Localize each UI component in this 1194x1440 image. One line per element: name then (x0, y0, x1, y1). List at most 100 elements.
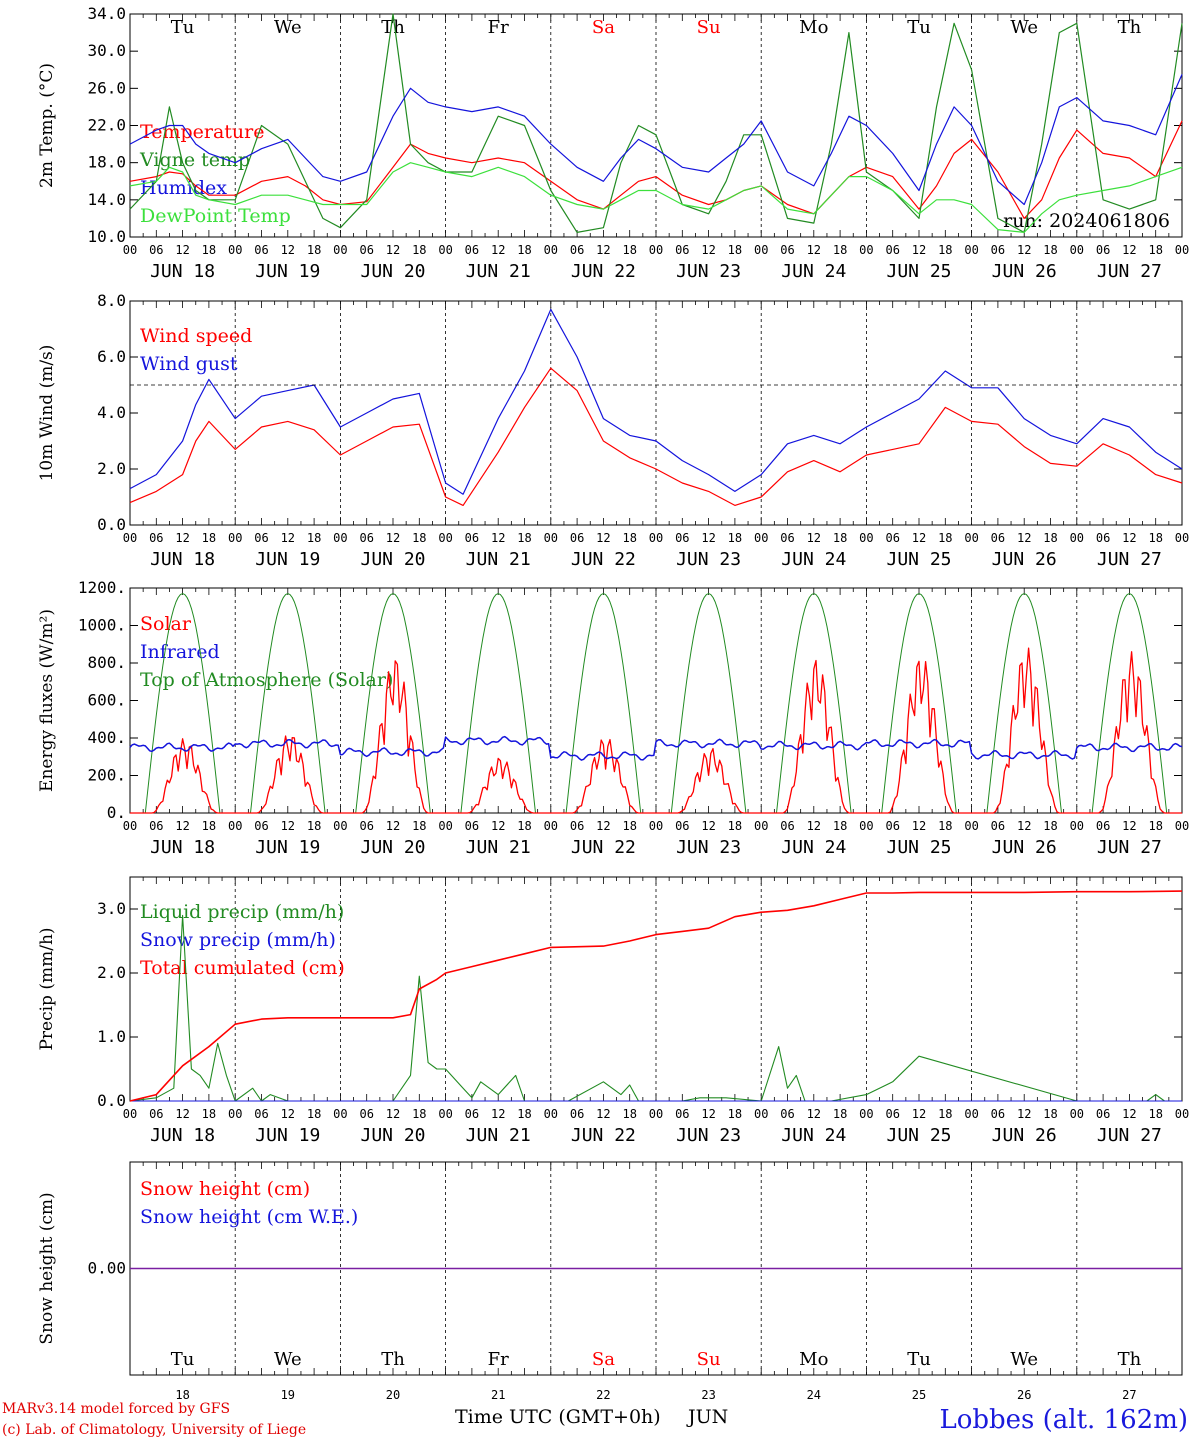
hour-tick-label: 06 (570, 819, 584, 833)
legend-entry: Total cumulated (cm) (140, 957, 345, 979)
hour-tick-label: 12 (175, 1107, 189, 1121)
weekday-label: We (1010, 17, 1038, 38)
hour-tick-label: 12 (912, 243, 926, 257)
hour-tick-label: 00 (438, 243, 452, 257)
hour-tick-label: 18 (202, 819, 216, 833)
y-tick-label: 4.0 (97, 403, 126, 422)
hour-tick-label: 06 (991, 1107, 1005, 1121)
hour-tick-label: 12 (386, 531, 400, 545)
panel-1: 00 06 12 18 00 06 12 18 00 06 12 18 00 06 12 18 00 06 12 18… (37, 291, 1189, 570)
date-label: JUN 27 (1097, 837, 1162, 858)
hour-tick-label: 12 (912, 819, 926, 833)
weekday-label: We (274, 17, 302, 38)
y-axis-label: Precip (mm/h) (37, 927, 57, 1050)
hour-tick-label: 06 (149, 531, 163, 545)
hour-tick-label: 12 (1017, 243, 1031, 257)
hour-tick-label: 00 (1070, 1107, 1084, 1121)
date-label: JUN 19 (255, 549, 320, 570)
y-tick-label: 3.0 (97, 899, 126, 918)
panel-2: 00 06 12 18 00 06 12 18 00 06 12 18 00 06 12 18 00 06 12 18… (37, 578, 1189, 858)
date-label: JUN 22 (571, 837, 636, 858)
hour-tick-label: 06 (359, 531, 373, 545)
date-label: JUN 25 (886, 549, 951, 570)
hour-tick-label: 18 (622, 243, 636, 257)
panel-4: 0.00 Snow height (cm) Snow height (cm) Snow… (37, 1161, 1183, 1402)
hour-tick-label: 00 (859, 243, 873, 257)
hour-tick-label: 12 (1017, 1107, 1031, 1121)
hour-tick-label: 00 (1175, 531, 1189, 545)
lab-credit: (c) Lab. of Climatology, University of L… (2, 1422, 306, 1438)
hour-tick-label: 18 (833, 1107, 847, 1121)
date-label: JUN 26 (992, 837, 1057, 858)
hour-tick-label: 12 (596, 819, 610, 833)
weekday-label: Tu (171, 1349, 195, 1370)
legend-entry: Temperature (140, 121, 264, 143)
date-label: JUN 18 (150, 837, 215, 858)
date-label: JUN 26 (992, 261, 1057, 282)
hour-tick-label: 12 (1122, 531, 1136, 545)
hour-tick-label: 06 (991, 531, 1005, 545)
y-tick-label: 0.0 (97, 515, 126, 534)
weekday-label: Th (381, 17, 405, 38)
day-number-label: 18 (175, 1388, 189, 1402)
y-tick-label: 0.00 (87, 1259, 126, 1278)
hour-tick-label: 00 (754, 531, 768, 545)
date-label: JUN 24 (781, 549, 846, 570)
hour-tick-label: 00 (1175, 243, 1189, 257)
hour-tick-label: 18 (622, 819, 636, 833)
hour-tick-label: 06 (991, 819, 1005, 833)
hour-tick-label: 00 (964, 1107, 978, 1121)
hour-tick-label: 06 (254, 1107, 268, 1121)
series-line-temperature (129, 120, 1183, 219)
hour-tick-label: 00 (333, 1107, 347, 1121)
legend-entry: Solar (140, 613, 192, 635)
hour-tick-label: 06 (780, 243, 794, 257)
hour-tick-label: 18 (517, 243, 531, 257)
legend-entry: Wind speed (140, 325, 252, 347)
hour-tick-label: 18 (307, 243, 321, 257)
hour-tick-label: 00 (438, 819, 452, 833)
run-annotation: run: 2024061806 (1003, 210, 1170, 232)
hour-tick-label: 12 (807, 1107, 821, 1121)
hour-tick-label: 00 (649, 243, 663, 257)
hour-tick-label: 06 (1096, 819, 1110, 833)
date-label: JUN 22 (571, 1125, 636, 1146)
hour-tick-label: 00 (964, 819, 978, 833)
weekday-label: Tu (907, 17, 931, 38)
hour-tick-label: 18 (938, 531, 952, 545)
hour-tick-label: 18 (622, 531, 636, 545)
hour-tick-label: 18 (202, 1107, 216, 1121)
y-tick-label: 1200. (78, 578, 126, 597)
hour-tick-label: 00 (859, 819, 873, 833)
date-label: JUN 26 (992, 1125, 1057, 1146)
series-line-vigne-temp (129, 13, 1183, 233)
date-label: JUN 20 (360, 261, 425, 282)
hour-tick-label: 18 (1043, 243, 1057, 257)
hour-tick-label: 00 (964, 531, 978, 545)
hour-tick-label: 12 (701, 1107, 715, 1121)
hour-tick-label: 12 (386, 1107, 400, 1121)
series-line-wind-gust (129, 308, 1183, 495)
hour-tick-label: 00 (1070, 243, 1084, 257)
weekday-label: Fr (488, 1349, 509, 1370)
hour-tick-label: 00 (544, 819, 558, 833)
hour-tick-label: 18 (1043, 531, 1057, 545)
date-label: JUN 23 (676, 837, 741, 858)
hour-tick-label: 18 (1043, 819, 1057, 833)
weekday-label: Th (1118, 1349, 1142, 1370)
date-label: JUN 20 (360, 549, 425, 570)
hour-tick-label: 18 (938, 1107, 952, 1121)
hour-tick-label: 12 (491, 243, 505, 257)
y-tick-label: 10.0 (87, 227, 126, 246)
hour-tick-label: 06 (570, 531, 584, 545)
hour-tick-label: 18 (622, 1107, 636, 1121)
date-label: JUN 26 (992, 549, 1057, 570)
y-axis-label: Energy fluxes (W/m²) (37, 609, 57, 792)
y-tick-label: 2.0 (97, 963, 126, 982)
hour-tick-label: 12 (491, 531, 505, 545)
station-name: Lobbes (alt. 162m) (939, 1405, 1188, 1435)
series-line-solar (130, 647, 1182, 814)
y-tick-label: 2.0 (97, 459, 126, 478)
hour-tick-label: 12 (386, 243, 400, 257)
